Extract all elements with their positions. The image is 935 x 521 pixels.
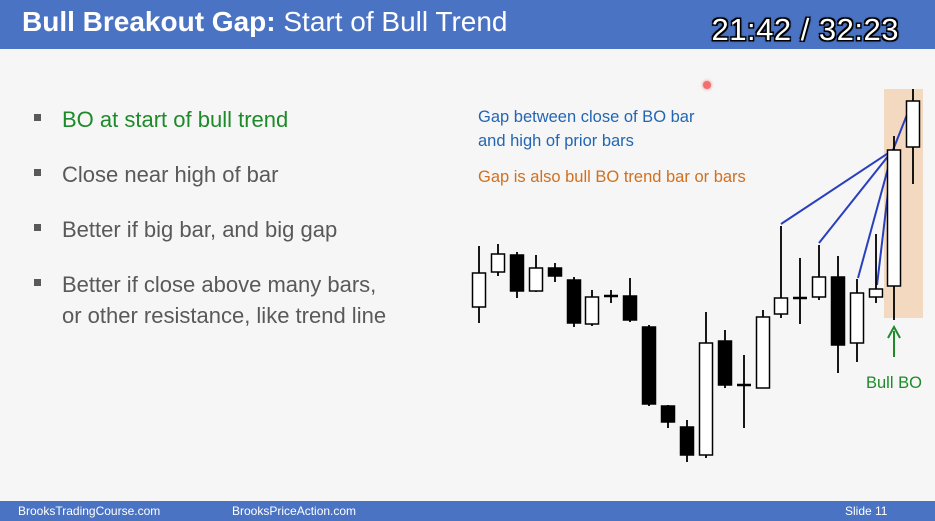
bullet-square-icon bbox=[34, 224, 41, 231]
gap-note-line1: Gap between close of BO bar bbox=[478, 108, 695, 126]
candlestick bbox=[584, 290, 600, 326]
candle-body-bull bbox=[584, 296, 600, 325]
candlestick bbox=[737, 355, 751, 428]
candle-body-bull bbox=[490, 253, 506, 273]
video-timer: 21:42 / 32:23 bbox=[711, 12, 899, 47]
bull-bo-label: Bull BO bbox=[866, 374, 922, 392]
candle-body-bull bbox=[849, 292, 865, 344]
title-bar: Bull Breakout Gap: Start of Bull Trend 2… bbox=[0, 0, 935, 49]
candle-body-bear bbox=[830, 276, 846, 346]
candle-body-bull bbox=[698, 342, 714, 456]
candlestick bbox=[755, 310, 771, 389]
bullet-square-icon bbox=[34, 169, 41, 176]
slide-title: Bull Breakout Gap: Start of Bull Trend bbox=[22, 6, 507, 38]
bullet-square-icon bbox=[34, 279, 41, 286]
trend-bar-note: Gap is also bull BO trend bar or bars bbox=[478, 168, 746, 186]
candle-body-bull bbox=[886, 149, 902, 287]
candlestick bbox=[547, 263, 563, 282]
gap-line bbox=[818, 149, 894, 244]
candlestick bbox=[604, 290, 618, 303]
arrow-up-icon bbox=[887, 324, 901, 339]
gap-note-line2: and high of prior bars bbox=[478, 132, 634, 150]
candlestick bbox=[773, 226, 789, 318]
candle-body-bull bbox=[868, 288, 884, 298]
candle-body-bull bbox=[811, 276, 827, 298]
bullet-text: or other resistance, like trend line bbox=[62, 303, 387, 328]
candle-body-bear bbox=[622, 295, 638, 321]
candlestick bbox=[622, 278, 638, 322]
bullet-square-icon bbox=[34, 114, 41, 121]
candlestick bbox=[528, 255, 544, 292]
bullet-text: BO at start of bull trend bbox=[62, 107, 289, 132]
candle-body-bull bbox=[755, 316, 771, 389]
candle-body-bull bbox=[528, 267, 544, 292]
candlestick bbox=[641, 325, 657, 406]
candlestick bbox=[793, 258, 807, 324]
footer-left-link[interactable]: BrooksTradingCourse.com bbox=[18, 504, 161, 518]
candlestick bbox=[679, 420, 695, 462]
candlestick bbox=[868, 234, 884, 303]
gap-note: Gap between close of BO bar and high of … bbox=[478, 105, 694, 153]
candlestick bbox=[830, 256, 846, 373]
gap-line bbox=[780, 149, 894, 225]
candles bbox=[471, 89, 921, 462]
candle-body-bear bbox=[717, 340, 733, 386]
candle-body-bear bbox=[509, 254, 525, 292]
slide-title-bold: Bull Breakout Gap: bbox=[22, 6, 276, 37]
candlestick bbox=[886, 136, 902, 320]
candle-body-bear bbox=[641, 326, 657, 405]
slide-title-rest: Start of Bull Trend bbox=[275, 6, 508, 37]
candle-body-bear bbox=[566, 279, 582, 324]
bullet-text: Close near high of bar bbox=[62, 162, 279, 187]
candlestick bbox=[660, 405, 676, 428]
candle-body-bull bbox=[471, 272, 487, 308]
candle-body-bear bbox=[660, 405, 676, 423]
candlestick bbox=[905, 89, 921, 184]
slide-number: Slide 11 bbox=[845, 504, 888, 518]
candlestick bbox=[849, 279, 865, 362]
candle-body-bull bbox=[773, 297, 789, 315]
candlestick bbox=[717, 330, 733, 388]
candle-body-bull bbox=[905, 100, 921, 148]
bull-bo-arrow bbox=[887, 324, 901, 357]
bullet-text: Better if big bar, and big gap bbox=[62, 217, 338, 242]
laser-pointer-dot bbox=[703, 81, 711, 89]
candlestick bbox=[566, 277, 582, 327]
candlestick bbox=[509, 252, 525, 298]
candlestick bbox=[471, 246, 487, 323]
bullet-text: Better if close above many bars, bbox=[62, 272, 377, 297]
candle-body-bear bbox=[547, 267, 563, 277]
candlestick bbox=[490, 244, 506, 276]
footer-middle-link[interactable]: BrooksPriceAction.com bbox=[232, 504, 357, 518]
candlestick bbox=[811, 245, 827, 300]
footer-bar: BrooksTradingCourse.com BrooksPriceActio… bbox=[0, 501, 935, 521]
candlestick bbox=[698, 312, 714, 458]
candle-body-bear bbox=[679, 426, 695, 456]
